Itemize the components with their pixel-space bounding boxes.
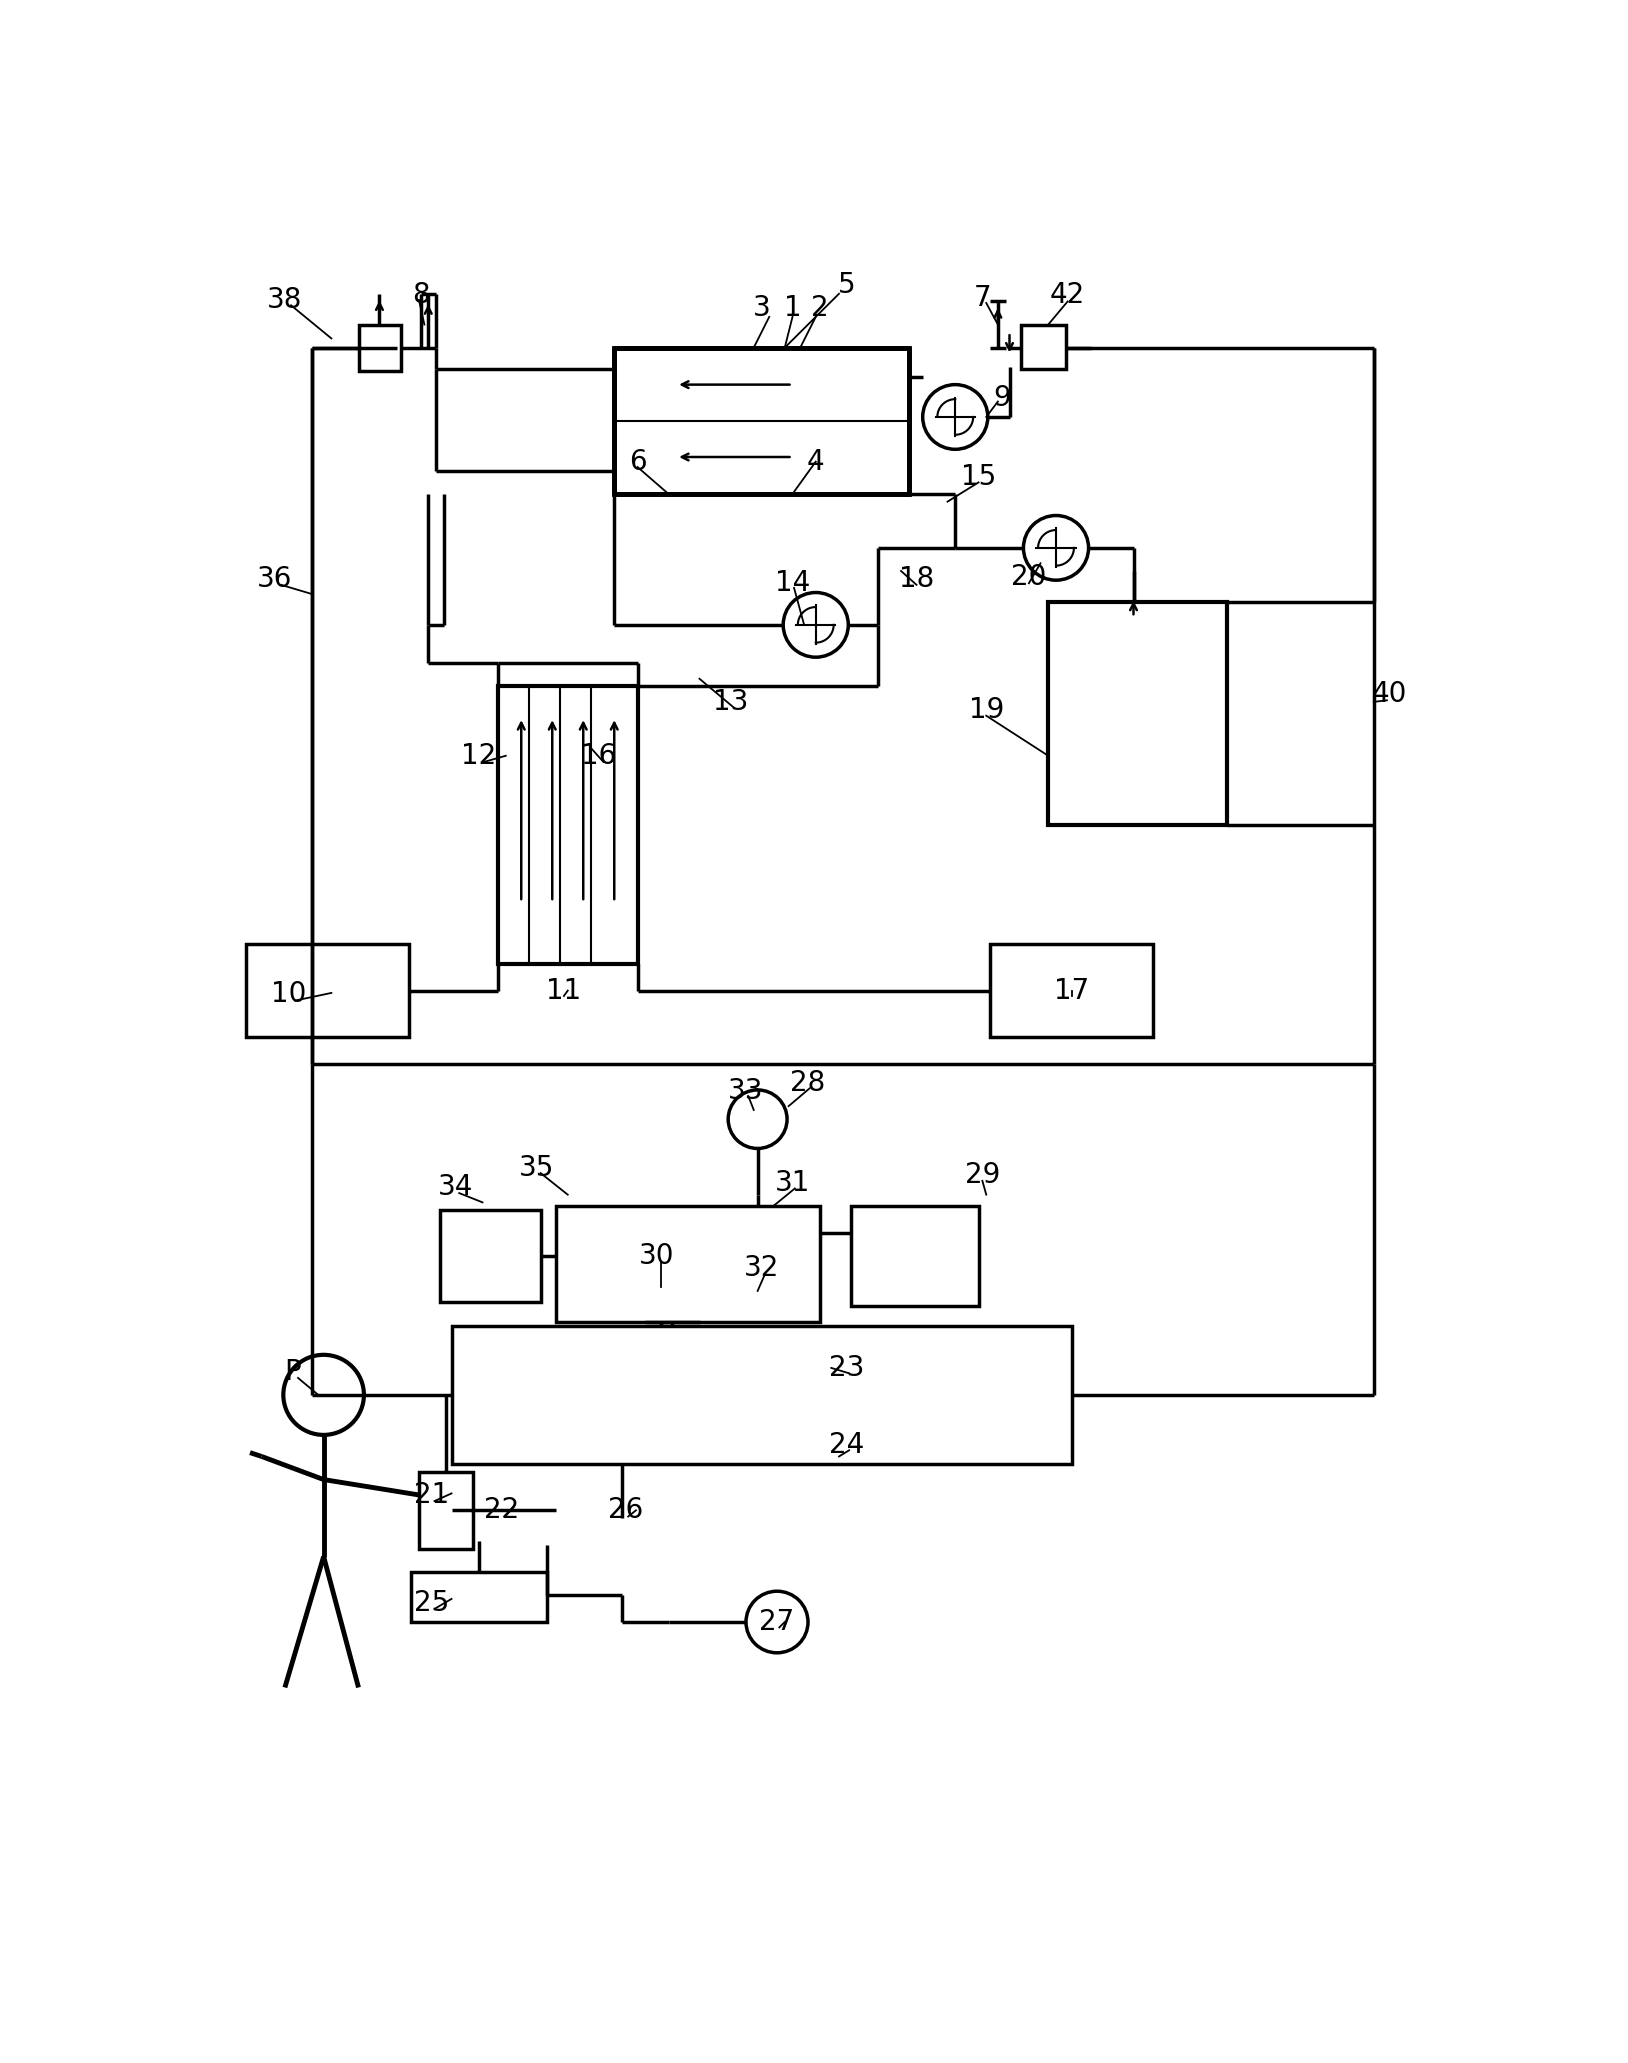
Text: 4: 4 [807, 448, 824, 477]
Text: 42: 42 [1050, 281, 1086, 309]
Bar [418, 1471, 474, 1549]
Text: 18: 18 [899, 565, 934, 592]
Text: 2: 2 [811, 293, 829, 322]
Text: 35: 35 [519, 1153, 555, 1182]
Bar [850, 1207, 978, 1306]
Text: 21: 21 [415, 1481, 449, 1508]
Text: 32: 32 [744, 1254, 780, 1281]
Text: 22: 22 [484, 1496, 519, 1525]
Text: 11: 11 [547, 976, 581, 1005]
Bar [1021, 324, 1066, 369]
Text: 1: 1 [783, 293, 801, 322]
Bar [451, 1327, 1071, 1465]
Text: 13: 13 [713, 687, 749, 716]
Bar [990, 945, 1153, 1038]
Bar [358, 324, 400, 371]
Bar [440, 1211, 540, 1302]
Text: 14: 14 [775, 569, 811, 596]
Text: 30: 30 [640, 1242, 674, 1271]
Text: 17: 17 [1053, 976, 1089, 1005]
Text: 15: 15 [961, 462, 996, 491]
Text: 29: 29 [965, 1161, 1000, 1190]
Text: 16: 16 [581, 743, 617, 769]
Bar [246, 945, 409, 1038]
Text: 12: 12 [461, 743, 497, 769]
Text: 3: 3 [752, 293, 770, 322]
Text: 24: 24 [829, 1432, 864, 1459]
Text: 25: 25 [415, 1589, 449, 1617]
Text: 34: 34 [438, 1174, 474, 1201]
Text: 31: 31 [775, 1170, 811, 1197]
Bar [614, 349, 908, 493]
Bar [412, 1572, 547, 1622]
Text: 10: 10 [272, 980, 306, 1009]
Text: 6: 6 [628, 448, 646, 477]
Text: 38: 38 [267, 287, 303, 314]
Text: 26: 26 [609, 1496, 643, 1525]
Text: 7: 7 [974, 283, 991, 312]
Text: 36: 36 [257, 565, 293, 592]
Bar [498, 687, 638, 963]
Text: 33: 33 [728, 1077, 764, 1104]
Text: 28: 28 [790, 1069, 825, 1098]
Text: 19: 19 [969, 695, 1004, 724]
Text: 5: 5 [838, 270, 856, 299]
Text: 20: 20 [1011, 563, 1047, 592]
Text: 23: 23 [829, 1353, 864, 1382]
Bar [1048, 602, 1226, 825]
Bar [557, 1207, 819, 1322]
Text: 27: 27 [759, 1607, 794, 1636]
Text: 40: 40 [1371, 681, 1407, 708]
Text: 8: 8 [412, 281, 430, 309]
Text: P: P [285, 1357, 301, 1386]
Text: 9: 9 [993, 384, 1011, 413]
